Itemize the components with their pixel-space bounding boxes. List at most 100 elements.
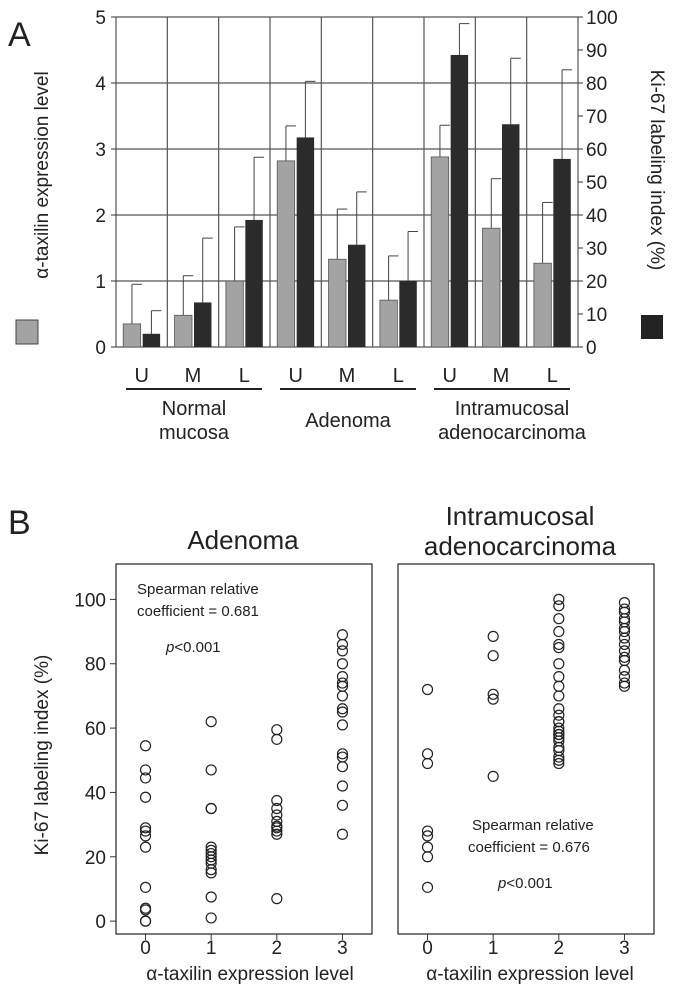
carcinoma-point-2-9 [553,690,565,702]
adenoma-point-1-3 [205,802,217,815]
carcinoma-point-3-15 [618,680,631,692]
taxilin-bar-2 [225,280,244,348]
carcinoma-point-1-4 [487,770,499,782]
left-tick-label-5: 5 [95,8,106,29]
category-label-0: U [134,365,148,387]
group-label-2-line-0: Intramucosal [455,398,570,420]
adenoma-point-3-8 [336,703,349,715]
carcinoma-point-0-0 [421,683,434,696]
carcinoma-point-0-7 [421,881,434,893]
ki67-bar-4 [348,244,366,347]
carcinoma-point-2-23 [553,709,565,721]
adenoma-point-0-6 [139,830,152,842]
carcinoma-point-1-3 [487,693,499,705]
group-label-0-line-1: mucosa [159,422,230,444]
adenoma-point-1-12 [205,891,217,903]
adenoma-y-tick-label-3: 60 [85,719,106,740]
carcinoma-pvalue-p: p [497,875,506,892]
carcinoma-point-2-6 [553,658,565,670]
carcinoma-point-0-5 [421,841,434,853]
adenoma-x-tick-label-1: 1 [206,938,217,959]
adenoma-point-2-2 [271,794,283,807]
category-label-4: M [339,365,356,387]
ki67-bar-3 [296,137,315,347]
right-tick-label-5: 50 [586,173,607,194]
adenoma-point-3-5 [336,677,349,689]
carcinoma-point-0-6 [421,851,434,863]
taxilin-bar-7 [482,227,501,348]
adenoma-y-tick-label-2: 40 [85,783,106,804]
carcinoma-pvalue: p<0.001 [497,875,553,892]
adenoma-scatter-title: Adenoma [187,525,299,555]
carcinoma-point-2-10 [553,703,565,715]
adenoma-point-2-0 [271,724,283,736]
adenoma-point-2-1 [271,733,283,745]
adenoma-x-tick-label-3: 3 [337,938,348,959]
carcinoma-point-2-2 [553,613,565,625]
right-tick-label-1: 10 [586,305,607,326]
adenoma-x-tick-label-0: 0 [140,938,151,959]
panel-a-plot-grid [115,16,579,348]
ki67-bar-1 [194,302,212,347]
carcinoma-scatter-points [421,593,631,893]
right-tick-label-2: 20 [586,272,607,293]
adenoma-point-0-12 [139,915,152,927]
adenoma-y-tick-label-0: 0 [95,912,106,933]
ki67-bar-0 [142,333,161,347]
right-axis-label: Ki-67 labeling index (%) [646,70,667,271]
carcinoma-x-tick-label-0: 0 [422,938,433,959]
right-tick-label-10: 100 [586,8,618,29]
taxilin-bar-4 [328,258,347,348]
carcinoma-point-1-2 [487,688,499,700]
adenoma-point-2-9 [271,828,283,840]
adenoma-point-1-11 [205,867,217,879]
adenoma-point-0-8 [139,881,152,893]
adenoma-y-tick-label-4: 80 [85,655,106,676]
category-label-3: U [288,365,302,387]
carcinoma-x-tick-label-2: 2 [554,938,565,959]
adenoma-point-3-1 [336,638,349,651]
category-label-6: U [442,365,456,387]
right-tick-label-7: 70 [586,107,607,128]
adenoma-point-2-8 [271,825,283,837]
adenoma-point-1-10 [205,864,217,876]
adenoma-pvalue-p: p [165,639,174,656]
panel-b-axis-ticks: 0 1 2 3 0 20 40 60 80 100 0 1 2 3 [74,590,629,959]
adenoma-point-1-13 [205,912,217,924]
carcinoma-point-3-10 [618,651,631,663]
panel-a-label: A [8,16,31,54]
adenoma-point-1-0 [205,716,217,728]
category-label-7: M [493,365,510,387]
right-tick-label-8: 80 [586,74,607,95]
carcinoma-scatter-title-line1: Intramucosal [446,501,595,531]
right-tick-label-9: 90 [586,41,607,62]
adenoma-point-2-10 [271,893,283,905]
group-label-0: Normal mucosa [159,398,230,444]
left-tick-label-1: 1 [95,272,106,293]
carcinoma-point-2-7 [553,671,565,683]
carcinoma-point-3-6 [618,625,631,638]
left-tick-label-2: 2 [95,206,106,227]
ki67-bar-5 [399,281,417,347]
panel-b-label: B [8,504,31,542]
carcinoma-stat-line2: coefficient = 0.676 [468,839,590,856]
adenoma-point-0-5 [139,825,152,837]
adenoma-x-axis-label: α-taxilin expression level [146,964,353,985]
adenoma-point-3-14 [336,780,349,792]
category-label-1: M [185,365,202,387]
panel-a-category-labels: U M L U M L U M L Normal mucosa Adenoma Intramucosal… [126,365,587,444]
right-tick-label-0: 0 [586,338,597,359]
ki67-bar-2 [245,219,263,347]
group-label-1: Adenoma [305,410,391,432]
adenoma-point-0-4 [139,822,152,834]
adenoma-point-2-4 [271,809,283,821]
adenoma-point-3-3 [336,658,349,670]
left-tick-label-4: 4 [95,74,106,95]
adenoma-pvalue-rest: <0.001 [174,639,220,656]
carcinoma-point-2-19 [553,751,565,763]
carcinoma-point-3-12 [618,664,631,676]
ki67-bar-8 [553,158,571,347]
left-tick-label-3: 3 [95,140,106,161]
adenoma-point-3-15 [336,799,349,811]
